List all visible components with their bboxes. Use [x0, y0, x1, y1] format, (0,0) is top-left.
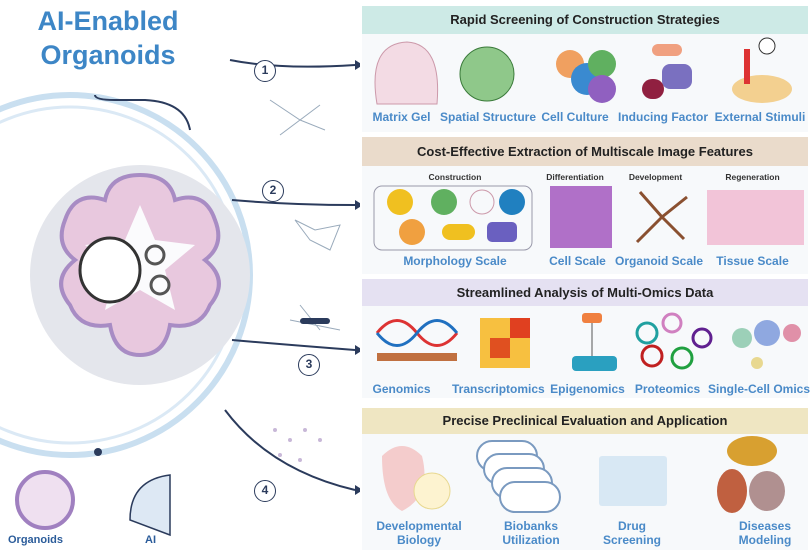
item-developmental-biology: Developmental Biology [376, 519, 462, 547]
organoid-icon [59, 172, 221, 358]
item-genomics: Genomics [372, 382, 431, 396]
biobank-icon [476, 440, 561, 513]
organoid-small-icon [15, 470, 75, 530]
section-4-title: Precise Preclinical Evaluation and Appli… [362, 408, 808, 434]
epigenomics-icon [572, 313, 617, 371]
embryo-icon [382, 446, 425, 511]
item-single-cell-omics: Single-Cell Omics [708, 382, 810, 396]
external-stimuli-icon [732, 37, 792, 103]
item-morphology-scale: Morphology Scale [403, 254, 507, 268]
item-spatial-structure: Spatial Structure [440, 110, 537, 124]
arrow-3 [231, 339, 356, 351]
item-external-stimuli: External Stimuli [714, 110, 806, 124]
morphology-box [373, 185, 533, 251]
step-4: 4 [254, 480, 276, 502]
item-inducing-factor: Inducing Factor [618, 110, 708, 124]
organoid-graphic [0, 59, 360, 537]
item-drug-screening: Drug Screening [602, 519, 662, 547]
item-matrix-gel: Matrix Gel [372, 110, 431, 124]
drug-screening-plate-icon [599, 456, 667, 506]
cell-culture-icon [556, 50, 616, 103]
proteomics-icon [635, 312, 713, 370]
item-organoid-scale: Organoid Scale [615, 254, 704, 268]
section-3-title: Streamlined Analysis of Multi-Omics Data [362, 279, 808, 306]
organoids-label: Organoids [8, 534, 64, 546]
item-cell-culture: Cell Culture [541, 110, 609, 124]
tissue-scale-icon [707, 190, 804, 245]
organs-icon [717, 436, 785, 513]
single-cell-omics-icon [732, 320, 801, 369]
matrix-gel-icon [374, 41, 439, 105]
item-biobanks-utilization: Biobanks Utilization [502, 519, 560, 547]
item-epigenomics: Epigenomics [550, 382, 625, 396]
figure-title: AI-Enabled Organoids [37, 6, 179, 70]
brain-icon [78, 236, 142, 304]
organoid-scale-icon [635, 191, 688, 244]
ai-brain-icon [129, 474, 171, 537]
step-3: 3 [298, 354, 320, 376]
subhead-differentiation: Differentiation [546, 172, 604, 182]
step-2: 2 [262, 180, 284, 202]
cell-scale-icon [550, 186, 612, 248]
arrow-2 [231, 199, 356, 206]
item-cell-scale: Cell Scale [549, 254, 606, 268]
section-4-icons [382, 436, 785, 513]
item-transcriptomics: Transcriptomics [452, 382, 545, 396]
subhead-construction: Construction [428, 172, 482, 182]
subhead-regeneration: Regeneration [725, 172, 780, 182]
inducing-factor-icon [642, 44, 692, 99]
ai-label: AI [145, 534, 156, 546]
item-tissue-scale: Tissue Scale [716, 254, 789, 268]
item-proteomics: Proteomics [634, 382, 701, 396]
arrow-1 [229, 59, 356, 68]
section-2-title: Cost-Effective Extraction of Multiscale … [362, 137, 808, 166]
section-1-icons [374, 37, 792, 105]
section-3-icons [375, 312, 801, 371]
section-2-icons [373, 185, 804, 251]
step-1: 1 [254, 60, 276, 82]
subhead-development: Development [628, 172, 683, 182]
spatial-structure-icon [459, 46, 515, 102]
gear-icon [144, 244, 166, 266]
dot-grid-icon [273, 428, 322, 462]
arrow-4 [224, 409, 356, 491]
section-1-title: Rapid Screening of Construction Strategi… [362, 6, 808, 34]
network-icon [269, 99, 341, 331]
gear-icon [149, 274, 171, 296]
item-diseases-modeling: Diseases Modeling [738, 519, 792, 547]
